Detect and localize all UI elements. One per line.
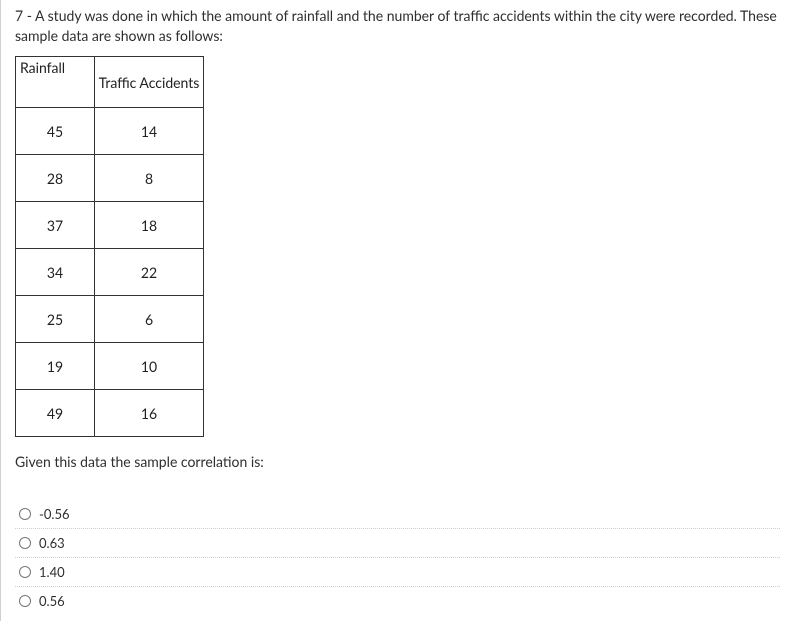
- followup-text: Given this data the sample correlation i…: [15, 453, 780, 470]
- option-label: 0.56: [39, 593, 65, 609]
- cell-rainfall: 34: [16, 249, 95, 296]
- cell-accidents: 10: [95, 343, 204, 390]
- cell-accidents: 16: [95, 390, 204, 437]
- option-radio[interactable]: [19, 537, 31, 549]
- question-number: 7 -: [15, 7, 35, 24]
- table-row: 25 6: [16, 296, 204, 343]
- question-text: 7 - A study was done in which the amount…: [15, 6, 780, 46]
- cell-accidents: 8: [95, 155, 204, 202]
- cell-rainfall: 19: [16, 343, 95, 390]
- option-row[interactable]: 0.56: [15, 587, 780, 615]
- answer-options: -0.56 0.63 1.40 0.56: [15, 500, 780, 615]
- option-radio[interactable]: [19, 566, 31, 578]
- option-radio[interactable]: [19, 508, 31, 520]
- cell-accidents: 18: [95, 202, 204, 249]
- table-body: 45 14 28 8 37 18 34 22 25 6 19 10: [16, 108, 204, 437]
- option-row[interactable]: -0.56: [15, 500, 780, 529]
- cell-rainfall: 37: [16, 202, 95, 249]
- table-row: 45 14: [16, 108, 204, 155]
- option-label: -0.56: [39, 506, 70, 522]
- question-body: A study was done in which the amount of …: [15, 7, 777, 44]
- option-label: 1.40: [39, 564, 65, 580]
- option-row[interactable]: 0.63: [15, 529, 780, 558]
- table-row: 49 16: [16, 390, 204, 437]
- cell-accidents: 22: [95, 249, 204, 296]
- table-header-row: Rainfall Traffic Accidents: [16, 57, 204, 108]
- table-row: 34 22: [16, 249, 204, 296]
- table-row: 28 8: [16, 155, 204, 202]
- col-header-accidents: Traffic Accidents: [95, 57, 204, 108]
- cell-rainfall: 49: [16, 390, 95, 437]
- data-table: Rainfall Traffic Accidents 45 14 28 8 37…: [15, 56, 204, 437]
- cell-accidents: 6: [95, 296, 204, 343]
- option-label: 0.63: [39, 535, 65, 551]
- option-row[interactable]: 1.40: [15, 558, 780, 587]
- cell-rainfall: 25: [16, 296, 95, 343]
- option-radio[interactable]: [19, 595, 31, 607]
- cell-rainfall: 45: [16, 108, 95, 155]
- question-container: 7 - A study was done in which the amount…: [0, 0, 780, 621]
- table-row: 37 18: [16, 202, 204, 249]
- table-row: 19 10: [16, 343, 204, 390]
- cell-accidents: 14: [95, 108, 204, 155]
- cell-rainfall: 28: [16, 155, 95, 202]
- col-header-rainfall: Rainfall: [16, 57, 95, 108]
